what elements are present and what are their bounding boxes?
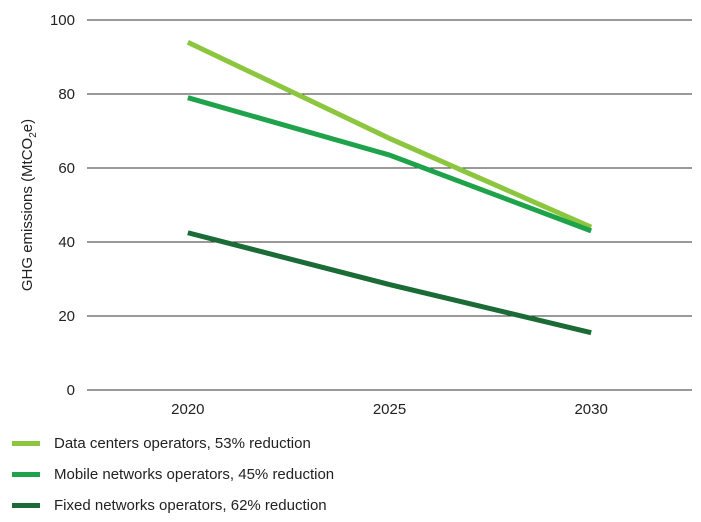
- legend-item: Fixed networks operators, 62% reduction: [12, 490, 334, 521]
- y-tick-labels: 0 20 40 60 80 100: [50, 12, 75, 399]
- legend-label: Mobile networks operators, 45% reduction: [54, 466, 335, 483]
- x-tick-label: 2030: [574, 401, 607, 418]
- legend-swatch: [12, 441, 40, 446]
- y-tick-label: 100: [50, 12, 75, 29]
- line-chart: 0 20 40 60 80 100 2020 2025 2030 GHG emissions …: [19, 12, 692, 418]
- legend-label: Fixed networks operators, 62% reduction: [54, 497, 327, 514]
- legend-item: Mobile networks operators, 45% reduction: [12, 459, 334, 490]
- y-tick-label: 40: [58, 234, 75, 251]
- x-tick-label: 2025: [373, 401, 406, 418]
- series-line-1: [186, 39, 593, 230]
- x-tick-label: 2020: [171, 401, 204, 418]
- legend-item: Data centers operators, 53% reduction: [12, 428, 334, 459]
- legend-swatch: [12, 472, 40, 477]
- y-tick-label: 20: [58, 308, 75, 325]
- legend-label: Data centers operators, 53% reduction: [54, 435, 311, 452]
- series-lines: [186, 39, 593, 336]
- y-tick-label: 80: [58, 86, 75, 103]
- y-tick-label: 60: [58, 160, 75, 177]
- x-tick-labels: 2020 2025 2030: [171, 401, 608, 418]
- grid-lines: [87, 19, 692, 391]
- series-line-2: [187, 95, 593, 234]
- legend-swatch: [12, 503, 40, 508]
- y-axis-label: GHG emissions (MtCO2e): [19, 119, 39, 291]
- y-tick-label: 0: [67, 382, 75, 399]
- legend: Data centers operators, 53% reduction Mob…: [12, 428, 334, 521]
- series-line-3: [187, 230, 592, 336]
